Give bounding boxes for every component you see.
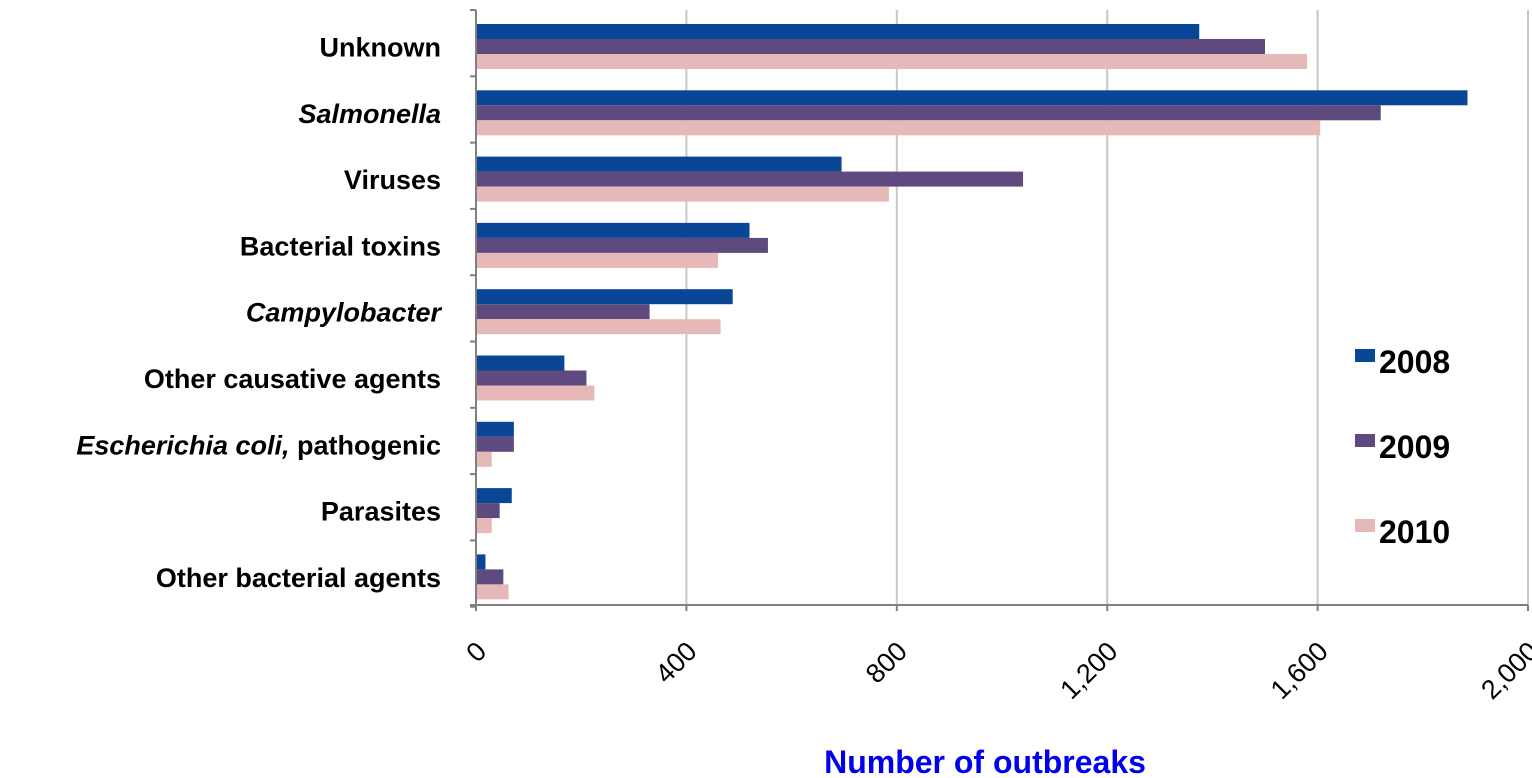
bar-2010 (476, 252, 718, 268)
legend-swatch (1355, 434, 1375, 447)
bar-2009 (476, 503, 500, 519)
x-axis-title: Number of outbreaks (824, 744, 1146, 778)
bar-2008 (476, 222, 750, 238)
bar-2009 (476, 569, 504, 585)
bar-2009 (476, 237, 768, 253)
category-label: Other causative agents (144, 364, 441, 394)
bar-2008 (476, 289, 733, 305)
bar-2010 (476, 385, 595, 401)
bar-2008 (476, 90, 1468, 106)
axes (470, 9, 1529, 611)
category-label: Parasites (321, 497, 441, 527)
bar-2010 (476, 186, 889, 202)
bar-2009 (476, 171, 1024, 187)
bar-2010 (476, 319, 721, 335)
bar-2009 (476, 105, 1381, 121)
category-label: Unknown (320, 33, 442, 63)
legend-swatch (1355, 349, 1375, 362)
x-tick-labels: 0 400 800 1,200 1,600 2,000 (460, 636, 1532, 705)
category-label: Escherichia coli, pathogenic (76, 430, 441, 460)
x-tick-label: 400 (650, 636, 703, 689)
bar-2010 (476, 451, 492, 467)
legend-label: 2009 (1379, 429, 1450, 465)
x-tick-label: 800 (860, 636, 913, 689)
x-tick-label: 1,200 (1054, 636, 1123, 705)
legend: 2008 2009 2010 (1355, 344, 1450, 550)
bar-2009 (476, 370, 587, 386)
x-tick-label: 1,600 (1265, 636, 1334, 705)
legend-label: 2008 (1379, 344, 1450, 380)
bars (476, 24, 1468, 600)
bar-2010 (476, 54, 1308, 69)
bar-2008 (476, 24, 1200, 39)
bar-2008 (476, 488, 512, 504)
bar-2009 (476, 39, 1265, 54)
bar-2009 (476, 304, 650, 320)
bar-2009 (476, 436, 514, 452)
legend-label: 2010 (1379, 514, 1450, 550)
category-label: Other bacterial agents (156, 563, 441, 593)
bar-2008 (476, 156, 842, 172)
category-label: Viruses (344, 165, 441, 195)
category-label: Campylobacter (246, 298, 443, 328)
bar-2010 (476, 120, 1321, 136)
legend-swatch (1355, 519, 1375, 532)
bar-2008 (476, 421, 514, 437)
x-tick-label: 2,000 (1475, 636, 1532, 705)
category-label: Bacterial toxins (240, 231, 441, 261)
bar-2010 (476, 518, 492, 534)
category-label: Salmonella (298, 99, 441, 129)
bar-2008 (476, 554, 486, 570)
category-labels: Unknown Salmonella Viruses Bacterial toxins… (76, 33, 442, 593)
bar-2008 (476, 355, 565, 371)
x-tick-label: 0 (460, 636, 492, 668)
bar-2010 (476, 584, 509, 600)
